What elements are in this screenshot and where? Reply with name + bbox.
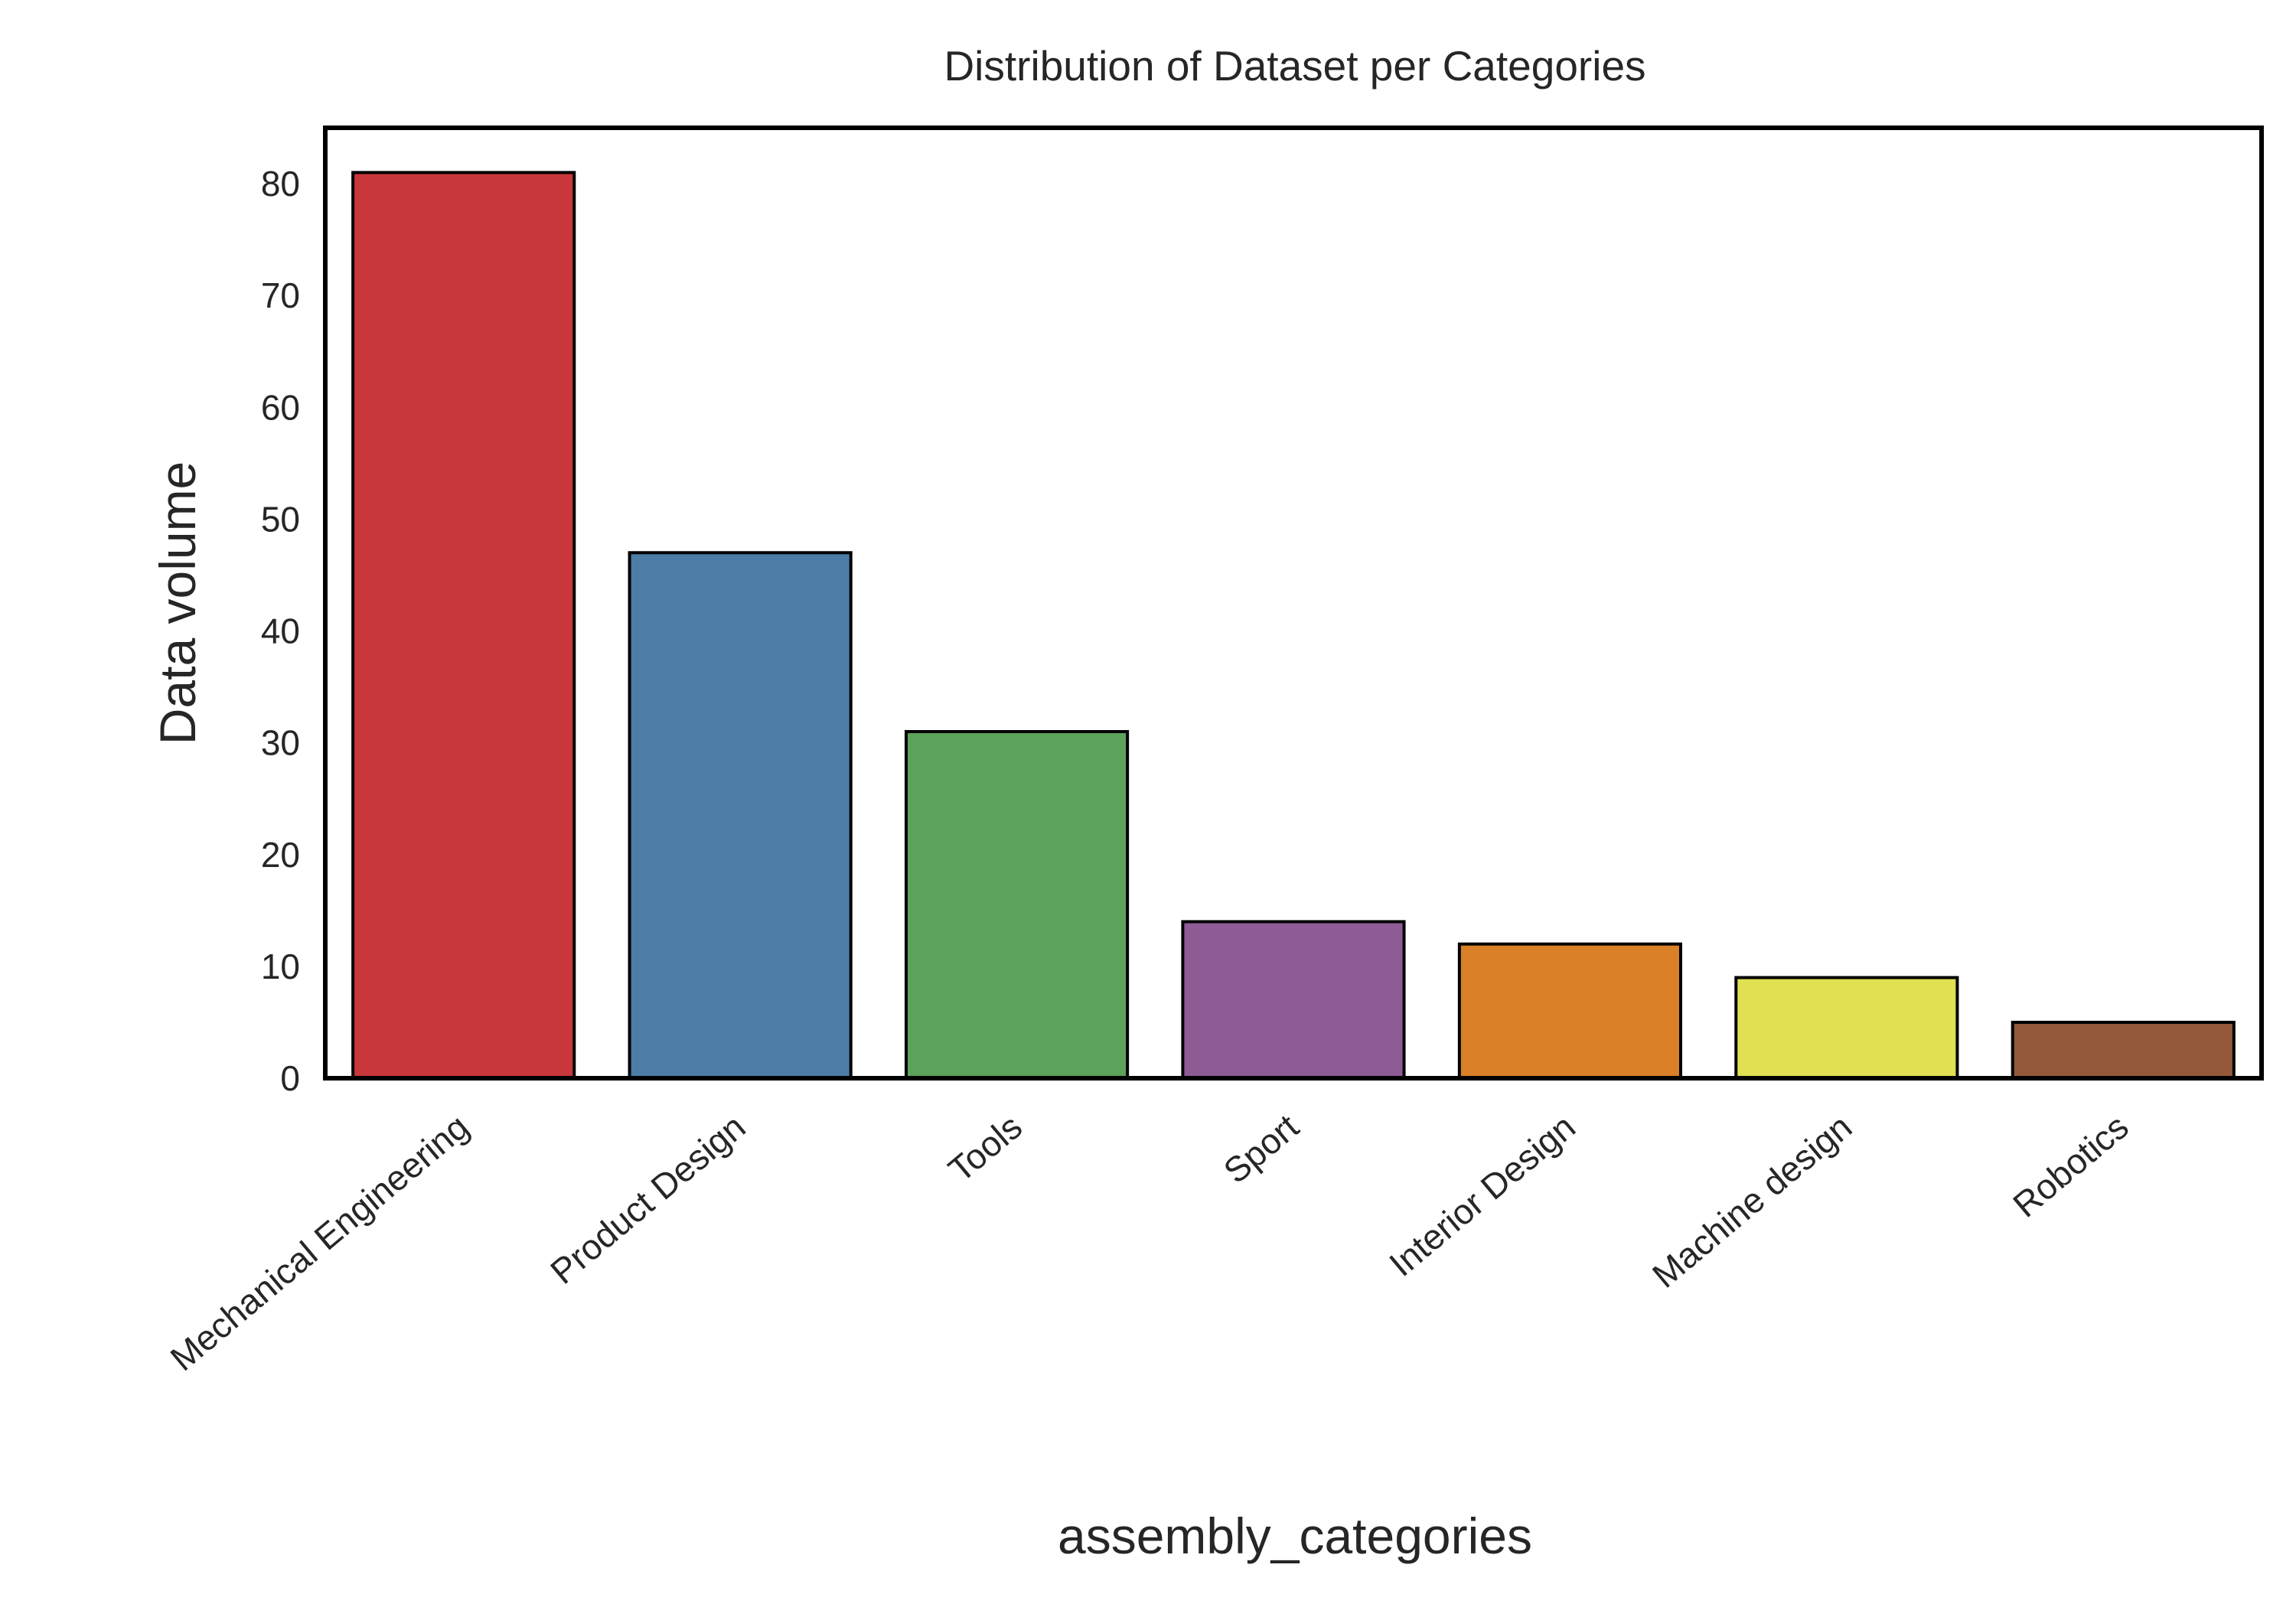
y-tick-label: 80	[261, 164, 300, 204]
y-axis-label: Data volume	[149, 461, 206, 745]
x-axis-label: assembly_categories	[1058, 1508, 1532, 1564]
bar-product-design	[628, 551, 853, 1080]
x-tick-label: Interior Design	[1381, 1107, 1583, 1284]
x-tick-label: Robotics	[2005, 1107, 2136, 1225]
y-tick-label: 20	[261, 835, 300, 875]
y-tick-label: 70	[261, 275, 300, 315]
bar-mechanical-engineering	[351, 171, 576, 1081]
bars-group	[351, 171, 2236, 1081]
y-tick-label: 0	[280, 1058, 300, 1098]
bar-machine-design	[1734, 976, 1959, 1081]
y-tick-label: 30	[261, 723, 300, 763]
y-tick-label: 10	[261, 947, 300, 986]
bar-interior-design	[1457, 942, 1683, 1080]
x-tick-label: Machine design	[1645, 1107, 1859, 1296]
bar-robotics	[2011, 1020, 2236, 1080]
x-tick-label: Product Design	[543, 1107, 752, 1292]
x-tick-label: Tools	[941, 1107, 1029, 1190]
bar-tools	[905, 730, 1130, 1080]
y-tick-label: 50	[261, 499, 300, 539]
chart-title: Distribution of Dataset per Categories	[944, 42, 1645, 90]
x-axis-ticks: Mechanical Engineering Product Design Tool…	[163, 1107, 2136, 1379]
y-tick-label: 60	[261, 387, 300, 427]
y-tick-label: 40	[261, 611, 300, 651]
x-tick-label: Mechanical Engineering	[163, 1107, 477, 1378]
bar-sport	[1181, 920, 1406, 1081]
plot-frame	[323, 125, 2264, 1081]
y-axis-ticks: 0 10 20 30 40 50 60 70 80	[261, 164, 300, 1098]
x-tick-label: Sport	[1216, 1107, 1306, 1191]
